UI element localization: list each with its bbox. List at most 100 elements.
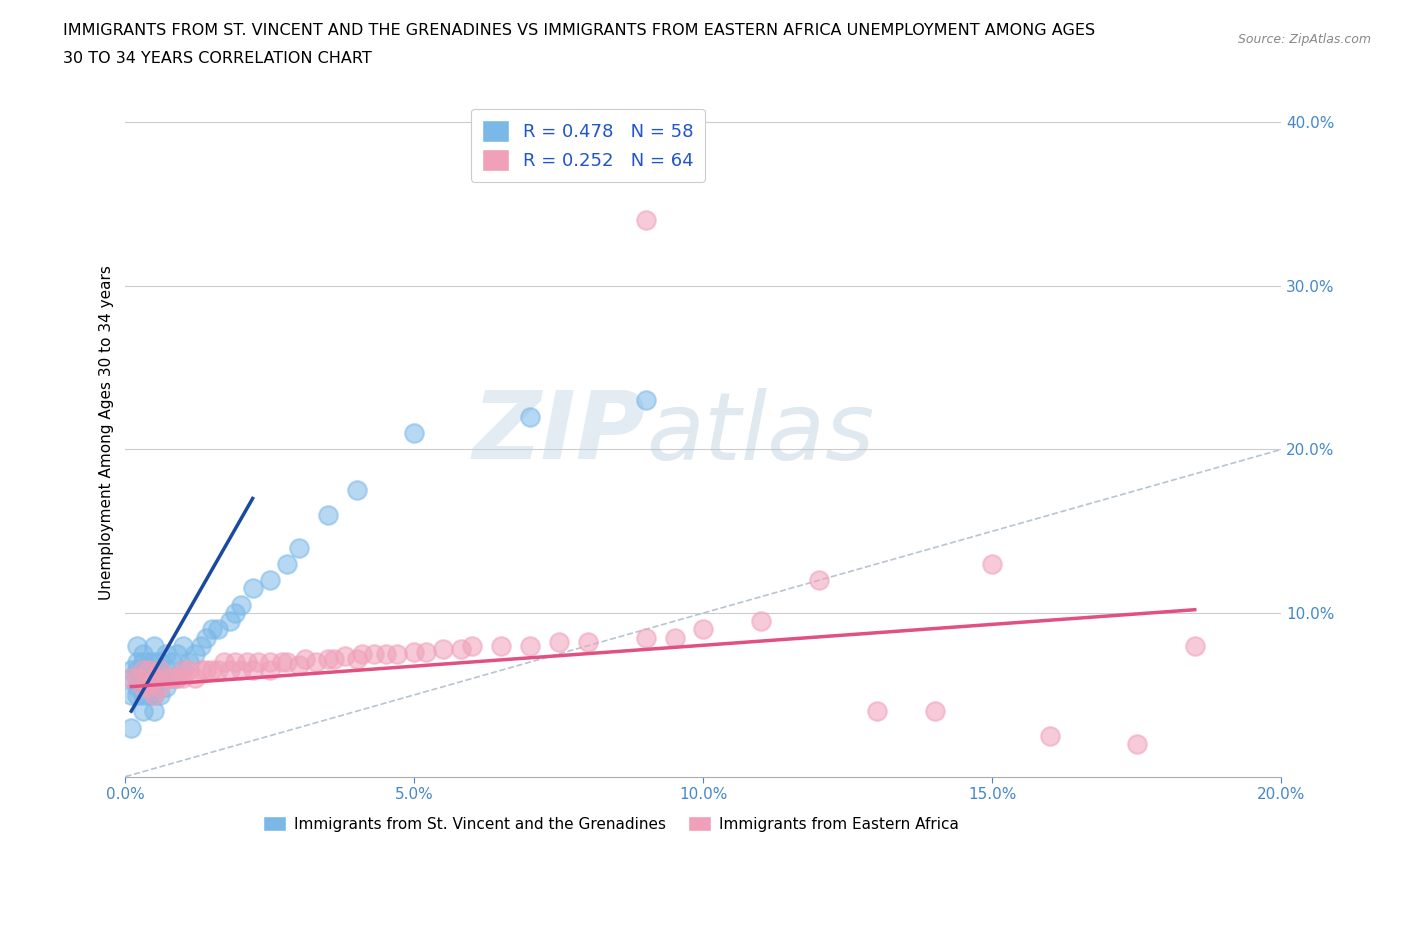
Point (247, 655, 270, 670)
Point (432, 642, 454, 657)
Point (166, 671, 188, 686)
Point (155, 663, 177, 678)
Point (172, 638, 194, 653)
Point (166, 646, 188, 661)
Point (229, 663, 252, 678)
Point (143, 671, 166, 686)
Point (229, 597, 252, 612)
Point (270, 655, 292, 670)
Point (333, 648, 356, 663)
Point (576, 635, 599, 650)
Point (138, 679, 160, 694)
Point (132, 663, 155, 678)
Point (288, 540, 311, 555)
Point (195, 631, 218, 645)
Point (808, 573, 831, 588)
Point (138, 679, 160, 694)
Point (866, 704, 889, 719)
Point (259, 655, 281, 670)
Point (218, 614, 240, 629)
Point (143, 704, 166, 719)
Text: atlas: atlas (645, 388, 875, 479)
Point (316, 508, 339, 523)
Point (207, 663, 229, 678)
Point (132, 679, 155, 694)
Point (155, 646, 177, 661)
Y-axis label: Unemployment Among Ages 30 to 34 years: Unemployment Among Ages 30 to 34 years (100, 266, 114, 601)
Text: Source: ZipAtlas.com: Source: ZipAtlas.com (1237, 33, 1371, 46)
Point (190, 638, 212, 653)
Point (138, 687, 160, 702)
Point (195, 663, 218, 678)
Point (634, 213, 657, 228)
Text: ZIP: ZIP (472, 387, 645, 479)
Point (1126, 737, 1149, 751)
Point (450, 642, 472, 657)
Text: IMMIGRANTS FROM ST. VINCENT AND THE GRENADINES VS IMMIGRANTS FROM EASTERN AFRICA: IMMIGRANTS FROM ST. VINCENT AND THE GREN… (63, 23, 1095, 38)
Point (143, 671, 166, 686)
Point (519, 409, 541, 424)
Point (138, 671, 160, 686)
Point (166, 671, 188, 686)
Point (415, 644, 437, 659)
Point (149, 655, 172, 670)
Point (404, 644, 426, 659)
Point (177, 663, 200, 678)
Point (155, 679, 177, 694)
Point (149, 671, 172, 686)
Point (634, 392, 657, 407)
Point (132, 687, 155, 702)
Point (125, 679, 148, 694)
Point (322, 651, 344, 666)
Point (519, 638, 541, 653)
Point (149, 679, 172, 694)
Point (404, 426, 426, 441)
Point (125, 671, 148, 686)
Point (160, 671, 183, 686)
Point (305, 655, 328, 670)
Point (132, 679, 155, 694)
Point (346, 651, 368, 666)
Point (138, 655, 160, 670)
Point (132, 663, 155, 678)
Point (138, 663, 160, 678)
Point (125, 671, 148, 686)
Point (276, 655, 298, 670)
Point (120, 687, 142, 702)
Point (981, 556, 1004, 571)
Point (138, 663, 160, 678)
Point (125, 687, 148, 702)
Point (294, 651, 316, 666)
Point (242, 663, 264, 678)
Point (461, 638, 484, 653)
Point (259, 573, 281, 588)
Point (489, 638, 512, 653)
Point (143, 655, 166, 670)
Point (201, 663, 224, 678)
Point (634, 631, 657, 645)
Point (132, 671, 155, 686)
Point (149, 687, 172, 702)
Point (143, 638, 166, 653)
Point (190, 663, 212, 678)
Point (385, 646, 408, 661)
Point (224, 655, 246, 670)
Point (155, 671, 177, 686)
Point (316, 651, 339, 666)
Point (149, 663, 172, 678)
Point (132, 655, 155, 670)
Point (276, 556, 298, 571)
Point (172, 671, 194, 686)
Point (125, 655, 148, 670)
Point (132, 646, 155, 661)
Point (143, 687, 166, 702)
Point (184, 671, 207, 686)
Point (172, 663, 194, 678)
Point (212, 655, 235, 670)
Point (172, 663, 194, 678)
Point (207, 622, 229, 637)
Point (352, 646, 374, 661)
Point (1039, 728, 1062, 743)
Point (363, 646, 385, 661)
Point (143, 687, 166, 702)
